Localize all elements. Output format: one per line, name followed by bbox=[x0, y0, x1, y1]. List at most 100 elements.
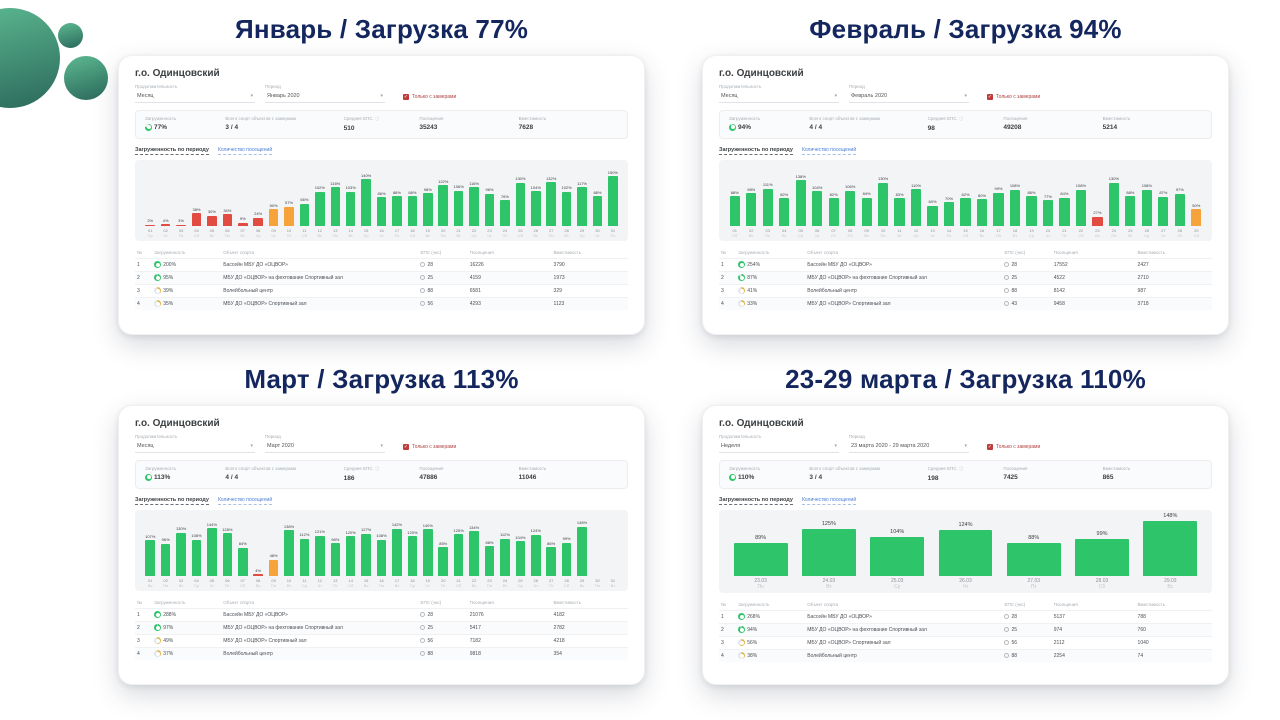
bar-value-label: 88% bbox=[408, 190, 417, 196]
bar-slot: 112% bbox=[498, 532, 512, 576]
bar-slot: 110% bbox=[908, 183, 923, 226]
tab-load-by-period[interactable]: Загруженность по периоду bbox=[135, 496, 209, 505]
period-select[interactable]: Март 2020 ▾ bbox=[265, 441, 385, 453]
only-measured-checkbox[interactable]: ✓ Только с замерами bbox=[987, 94, 1040, 103]
bar-value-label: 80% bbox=[978, 192, 987, 198]
link-visit-count[interactable]: Количество посещений bbox=[217, 146, 273, 155]
table-row[interactable]: 1 268% Бассейн МБУ ДО «ОЦВОР» 28 5137 788 bbox=[719, 609, 1212, 623]
duration-select[interactable]: Месяц ▾ bbox=[135, 91, 255, 103]
table-row[interactable]: 3 39% Волейбольный центр 88 6581 329 bbox=[135, 283, 628, 297]
row-visits: 5417 bbox=[469, 624, 481, 631]
stat-item: Загруженность 113% bbox=[145, 466, 225, 482]
bar bbox=[1125, 196, 1136, 226]
bar-value-label: 88% bbox=[392, 190, 401, 196]
only-measured-checkbox[interactable]: ✓ Только с замерами bbox=[987, 444, 1040, 453]
bar-value-label: 99% bbox=[994, 186, 1003, 192]
chevron-down-icon: ▾ bbox=[964, 443, 967, 449]
stat-label: Вместимость bbox=[1102, 466, 1131, 471]
table-row[interactable]: 3 41% Волейбольный центр 88 8142 987 bbox=[719, 283, 1212, 297]
row-index: 4 bbox=[721, 652, 724, 659]
link-visit-count[interactable]: Количество посещений bbox=[217, 496, 273, 505]
bar-slot: 98% bbox=[743, 187, 758, 226]
stat-label: Загруженность bbox=[729, 466, 761, 471]
stat-item: Всего спорт объектов с замерами 3 / 4 bbox=[225, 116, 343, 132]
axis-tick: 22 Вс bbox=[471, 577, 477, 588]
period-filter-label: Период bbox=[849, 84, 865, 89]
period-select[interactable]: 23 марта 2020 - 29 марта 2020 ▾ bbox=[849, 441, 969, 453]
progress-ring-icon bbox=[738, 300, 746, 307]
column-header: Вместимость bbox=[553, 250, 582, 255]
table-header-row: № Загруженность Объект спорта ЕПС (час) Посе… bbox=[135, 248, 628, 258]
link-visit-count[interactable]: Количество посещений bbox=[801, 146, 857, 155]
row-index: 2 bbox=[721, 626, 724, 633]
only-measured-checkbox[interactable]: ✓ Только с замерами bbox=[403, 94, 456, 103]
stat-label: Загруженность bbox=[145, 466, 177, 471]
table-row[interactable]: 1 200% Бассейн МБУ ДО «ОЦВОР» 28 16226 3790 bbox=[135, 257, 628, 271]
tab-load-by-period[interactable]: Загруженность по периоду bbox=[719, 496, 793, 505]
bar bbox=[1092, 216, 1103, 226]
link-visit-count[interactable]: Количество посещений bbox=[801, 496, 857, 505]
stat-label: Всего спорт объектов с замерами bbox=[809, 466, 881, 471]
period-select[interactable]: Январь 2020 ▾ bbox=[265, 91, 385, 103]
bar bbox=[1075, 538, 1129, 576]
table-row[interactable]: 3 49% МБУ ДО «ОЦВОР» Спортивный зал 56 7182 4… bbox=[135, 633, 628, 647]
duration-select[interactable]: Месяц ▾ bbox=[135, 441, 255, 453]
bar-slot: 134% bbox=[467, 525, 481, 576]
stat-value: 94% bbox=[729, 123, 805, 131]
bar-slot: 130% bbox=[513, 176, 527, 226]
axis-tick: 11 Вт bbox=[897, 227, 902, 238]
table-row[interactable]: 4 38% Волейбольный центр 88 2254 74 bbox=[719, 648, 1212, 662]
clock-icon bbox=[1004, 275, 1010, 280]
only-measured-checkbox[interactable]: ✓ Только с замерами bbox=[403, 444, 456, 453]
bar-slot: 48% bbox=[266, 553, 280, 576]
bar-slot: 148% bbox=[575, 520, 589, 576]
duration-filter: Продолжительность Месяц ▾ bbox=[135, 434, 255, 453]
row-facility-name: Бассейн МБУ ДО «ОЦВОР» bbox=[223, 261, 288, 268]
bar-value-label: 108% bbox=[1141, 183, 1152, 189]
bar-slot: 124% bbox=[529, 528, 543, 576]
row-facility-name: Волейбольный центр bbox=[223, 287, 273, 294]
bar bbox=[993, 192, 1004, 226]
row-visits: 2254 bbox=[1053, 652, 1065, 659]
duration-select[interactable]: Неделя ▾ bbox=[719, 441, 839, 453]
bar-value-label: 132% bbox=[546, 175, 557, 181]
duration-filter-label: Продолжительность bbox=[719, 84, 762, 89]
stat-item: Среднее ЕПС ⓘ 186 bbox=[344, 466, 420, 482]
table-row[interactable]: 4 35% МБУ ДО «ОЦВОР» Спортивный зал 56 4293 1… bbox=[135, 296, 628, 310]
stat-item: Среднее ЕПС ⓘ 98 bbox=[928, 116, 1004, 132]
tab-load-by-period[interactable]: Загруженность по периоду bbox=[719, 146, 793, 155]
bar-slot: 88% bbox=[1123, 190, 1138, 226]
table-row[interactable]: 2 97% МБУ ДО «ОЦВОР» на фехтование Спортив… bbox=[135, 620, 628, 634]
table-row[interactable]: 1 254% Бассейн МБУ ДО «ОЦВОР» 28 17552 2427 bbox=[719, 257, 1212, 271]
bar-value-label: 106% bbox=[845, 184, 856, 190]
column-header: Посещения bbox=[1053, 250, 1078, 255]
axis-tick: 28 Вт bbox=[564, 227, 569, 238]
table-row[interactable]: 4 37% Волейбольный центр 88 9818 354 bbox=[135, 646, 628, 660]
table-row[interactable]: 4 33% МБУ ДО «ОЦВОР» Спортивный зал 43 9458 3… bbox=[719, 296, 1212, 310]
table-row[interactable]: 1 288% Бассейн МБУ ДО «ОЦВОР» 28 21076 4182 bbox=[135, 607, 628, 621]
bar bbox=[845, 190, 856, 226]
row-index: 4 bbox=[721, 300, 724, 307]
tab-load-by-period[interactable]: Загруженность по периоду bbox=[135, 146, 209, 155]
table-row[interactable]: 3 56% МБУ ДО «ОЦВОР» Спортивный зал 56 2112 1… bbox=[719, 635, 1212, 649]
bar-value-label: 84% bbox=[862, 191, 871, 197]
row-index: 4 bbox=[137, 650, 140, 657]
bar-slot: 84% bbox=[236, 541, 250, 576]
bar-slot: 130% bbox=[1106, 176, 1121, 226]
bar bbox=[284, 206, 294, 226]
clock-icon bbox=[1004, 288, 1010, 293]
progress-ring-icon bbox=[154, 287, 162, 294]
table-row[interactable]: 2 94% МБУ ДО «ОЦВОР» на фехтование Спортив… bbox=[719, 622, 1212, 636]
axis-tick: 22 Сб bbox=[1078, 227, 1084, 238]
table-row[interactable]: 2 95% МБУ ДО «ОЦВОР» на фехтование Спортив… bbox=[135, 270, 628, 284]
bar bbox=[237, 547, 248, 576]
row-visits: 6581 bbox=[469, 287, 481, 294]
duration-select[interactable]: Месяц ▾ bbox=[719, 91, 839, 103]
period-select[interactable]: Февраль 2020 ▾ bbox=[849, 91, 969, 103]
progress-ring-icon bbox=[154, 274, 162, 281]
row-facility-name: Бассейн МБУ ДО «ОЦВОР» bbox=[807, 613, 872, 620]
bar bbox=[453, 534, 464, 576]
table-row[interactable]: 2 87% МБУ ДО «ОЦВОР» на фехтование Спортив… bbox=[719, 270, 1212, 284]
progress-ring-icon bbox=[154, 624, 162, 631]
bar bbox=[407, 196, 418, 226]
